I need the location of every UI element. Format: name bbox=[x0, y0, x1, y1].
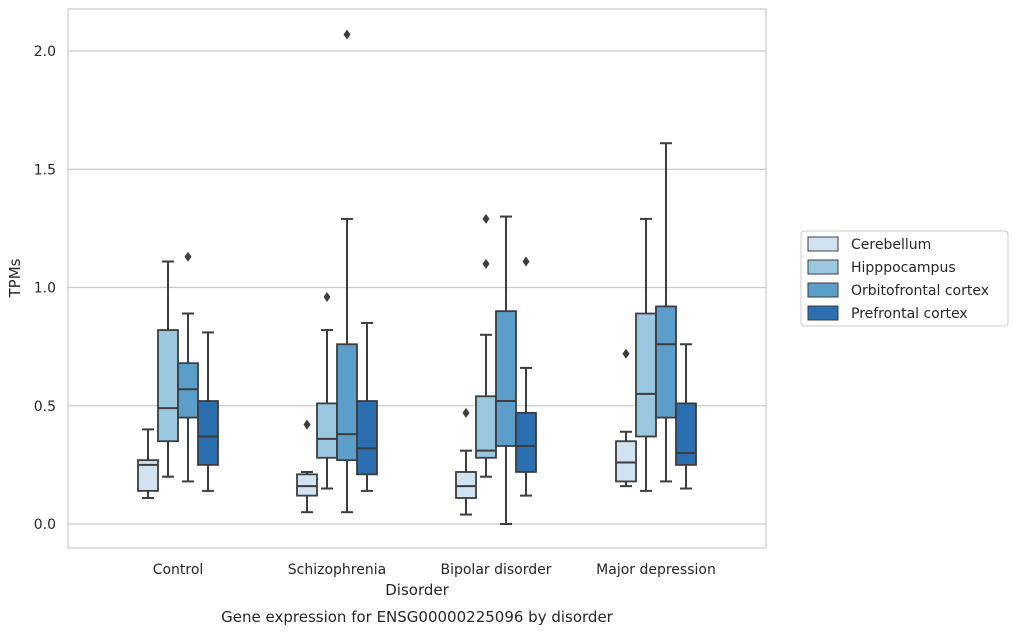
plot-frame bbox=[67, 8, 767, 549]
y-tick-label: 1.0 bbox=[34, 281, 56, 297]
iqr-box bbox=[515, 411, 537, 473]
iqr-box bbox=[197, 400, 219, 466]
legend-entry-label: Hipppocampus bbox=[851, 260, 956, 276]
gridlines bbox=[68, 50, 766, 525]
y-tick-label: 1.5 bbox=[34, 162, 56, 178]
iqr-box bbox=[296, 473, 318, 497]
outlier-point bbox=[303, 419, 311, 430]
box-orbitofrontal-cortex bbox=[495, 215, 517, 525]
outlier-point bbox=[184, 251, 192, 262]
y-tick-labels: 0.0 0.5 1.0 1.5 2.0 bbox=[34, 44, 56, 533]
y-tick-label: 2.0 bbox=[34, 44, 56, 60]
box-hipppocampus bbox=[475, 213, 497, 478]
outlier-point bbox=[462, 407, 470, 418]
x-tick-label: Major depression bbox=[596, 562, 716, 578]
box-hipppocampus bbox=[635, 217, 657, 492]
iqr-box bbox=[137, 459, 159, 492]
iqr-box bbox=[495, 310, 517, 447]
outlier-point bbox=[323, 291, 331, 302]
box-prefrontal-cortex bbox=[675, 343, 697, 490]
legend: Cerebellum Hipppocampus Orbitofrontal cort… bbox=[800, 230, 1009, 327]
iqr-box bbox=[356, 400, 378, 476]
iqr-box bbox=[157, 329, 179, 443]
box-prefrontal-cortex bbox=[197, 331, 219, 492]
outlier-point bbox=[622, 348, 630, 359]
iqr-box bbox=[316, 402, 338, 459]
x-axis-label: Disorder bbox=[385, 581, 449, 599]
legend-entry-label: Orbitofrontal cortex bbox=[851, 283, 989, 299]
outlier-point bbox=[343, 29, 351, 40]
iqr-box bbox=[675, 402, 697, 466]
legend-frame bbox=[800, 230, 1009, 327]
x-tick-label: Control bbox=[153, 562, 204, 578]
box-orbitofrontal-cortex bbox=[336, 29, 358, 514]
legend-swatch bbox=[807, 305, 839, 321]
y-axis-label: TPMs bbox=[6, 258, 24, 298]
chart-caption: Gene expression for ENSG00000225096 by d… bbox=[221, 608, 614, 626]
legend-swatch bbox=[807, 259, 839, 275]
legend-swatch bbox=[807, 236, 839, 252]
box-cerebellum bbox=[455, 407, 477, 516]
outlier-point bbox=[482, 258, 490, 269]
iqr-box bbox=[475, 395, 497, 459]
iqr-box bbox=[615, 440, 637, 483]
box-orbitofrontal-cortex bbox=[655, 142, 677, 483]
iqr-box bbox=[635, 312, 657, 438]
box-orbitofrontal-cortex bbox=[177, 251, 199, 483]
x-tick-label: Bipolar disorder bbox=[440, 562, 551, 578]
iqr-box bbox=[655, 305, 677, 419]
legend-entry-label: Prefrontal cortex bbox=[851, 306, 968, 322]
legend-swatch bbox=[807, 282, 839, 298]
y-tick-label: 0.0 bbox=[34, 517, 56, 533]
box-prefrontal-cortex bbox=[515, 256, 537, 497]
iqr-box bbox=[336, 343, 358, 462]
legend-entry-label: Cerebellum bbox=[851, 237, 931, 253]
x-tick-label: Schizophrenia bbox=[288, 562, 386, 578]
box-hipppocampus bbox=[157, 260, 179, 478]
y-tick-label: 0.5 bbox=[34, 399, 56, 415]
outlier-point bbox=[522, 256, 530, 267]
outlier-point bbox=[482, 213, 490, 224]
x-tick-labels: Control Schizophrenia Bipolar disorder Majo… bbox=[153, 562, 716, 578]
box-cerebellum bbox=[296, 419, 318, 514]
box-hipppocampus bbox=[316, 291, 338, 490]
iqr-box bbox=[455, 471, 477, 499]
box-groups bbox=[137, 29, 697, 525]
box-prefrontal-cortex bbox=[356, 321, 378, 492]
box-cerebellum bbox=[137, 428, 159, 499]
iqr-box bbox=[177, 362, 199, 419]
box-cerebellum bbox=[615, 348, 637, 488]
